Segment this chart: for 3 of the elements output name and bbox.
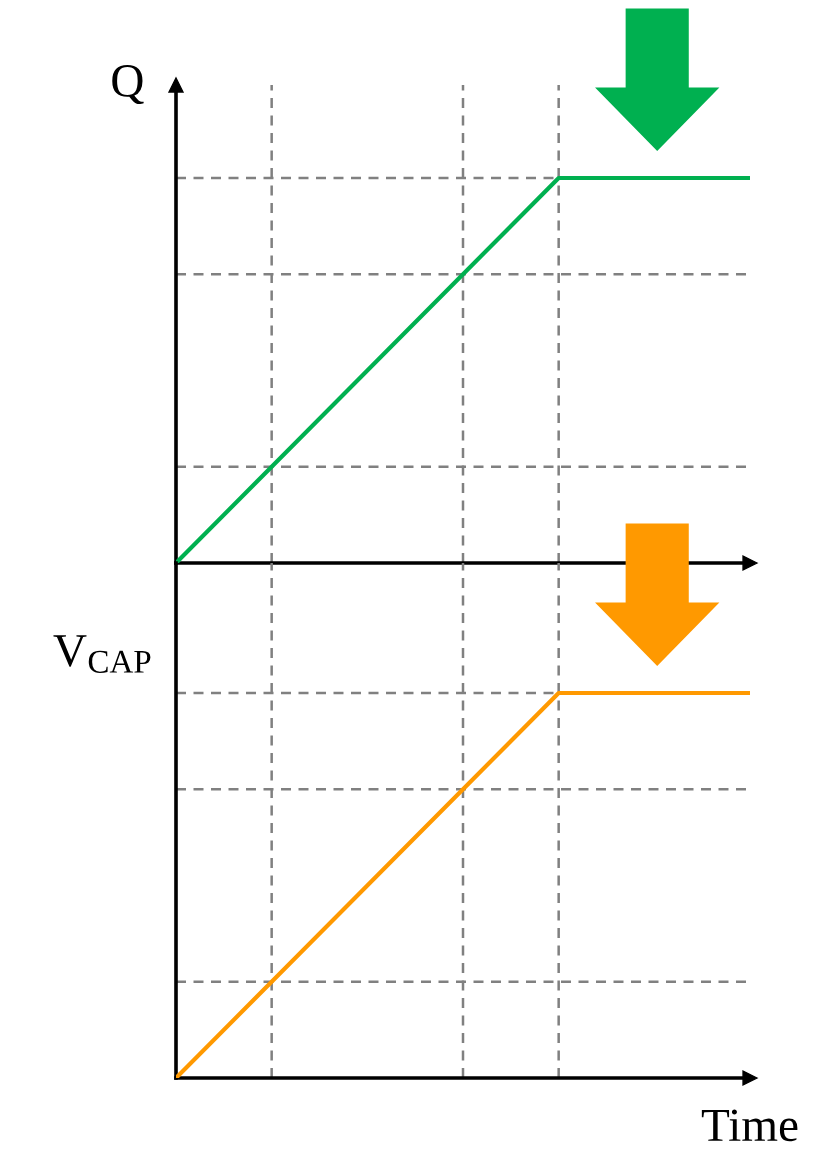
y-axis-title: V$_{CAP}$ (53, 635, 151, 673)
y-axis-title: Q (112, 65, 144, 105)
x-axis-title: Time (701, 1109, 798, 1142)
